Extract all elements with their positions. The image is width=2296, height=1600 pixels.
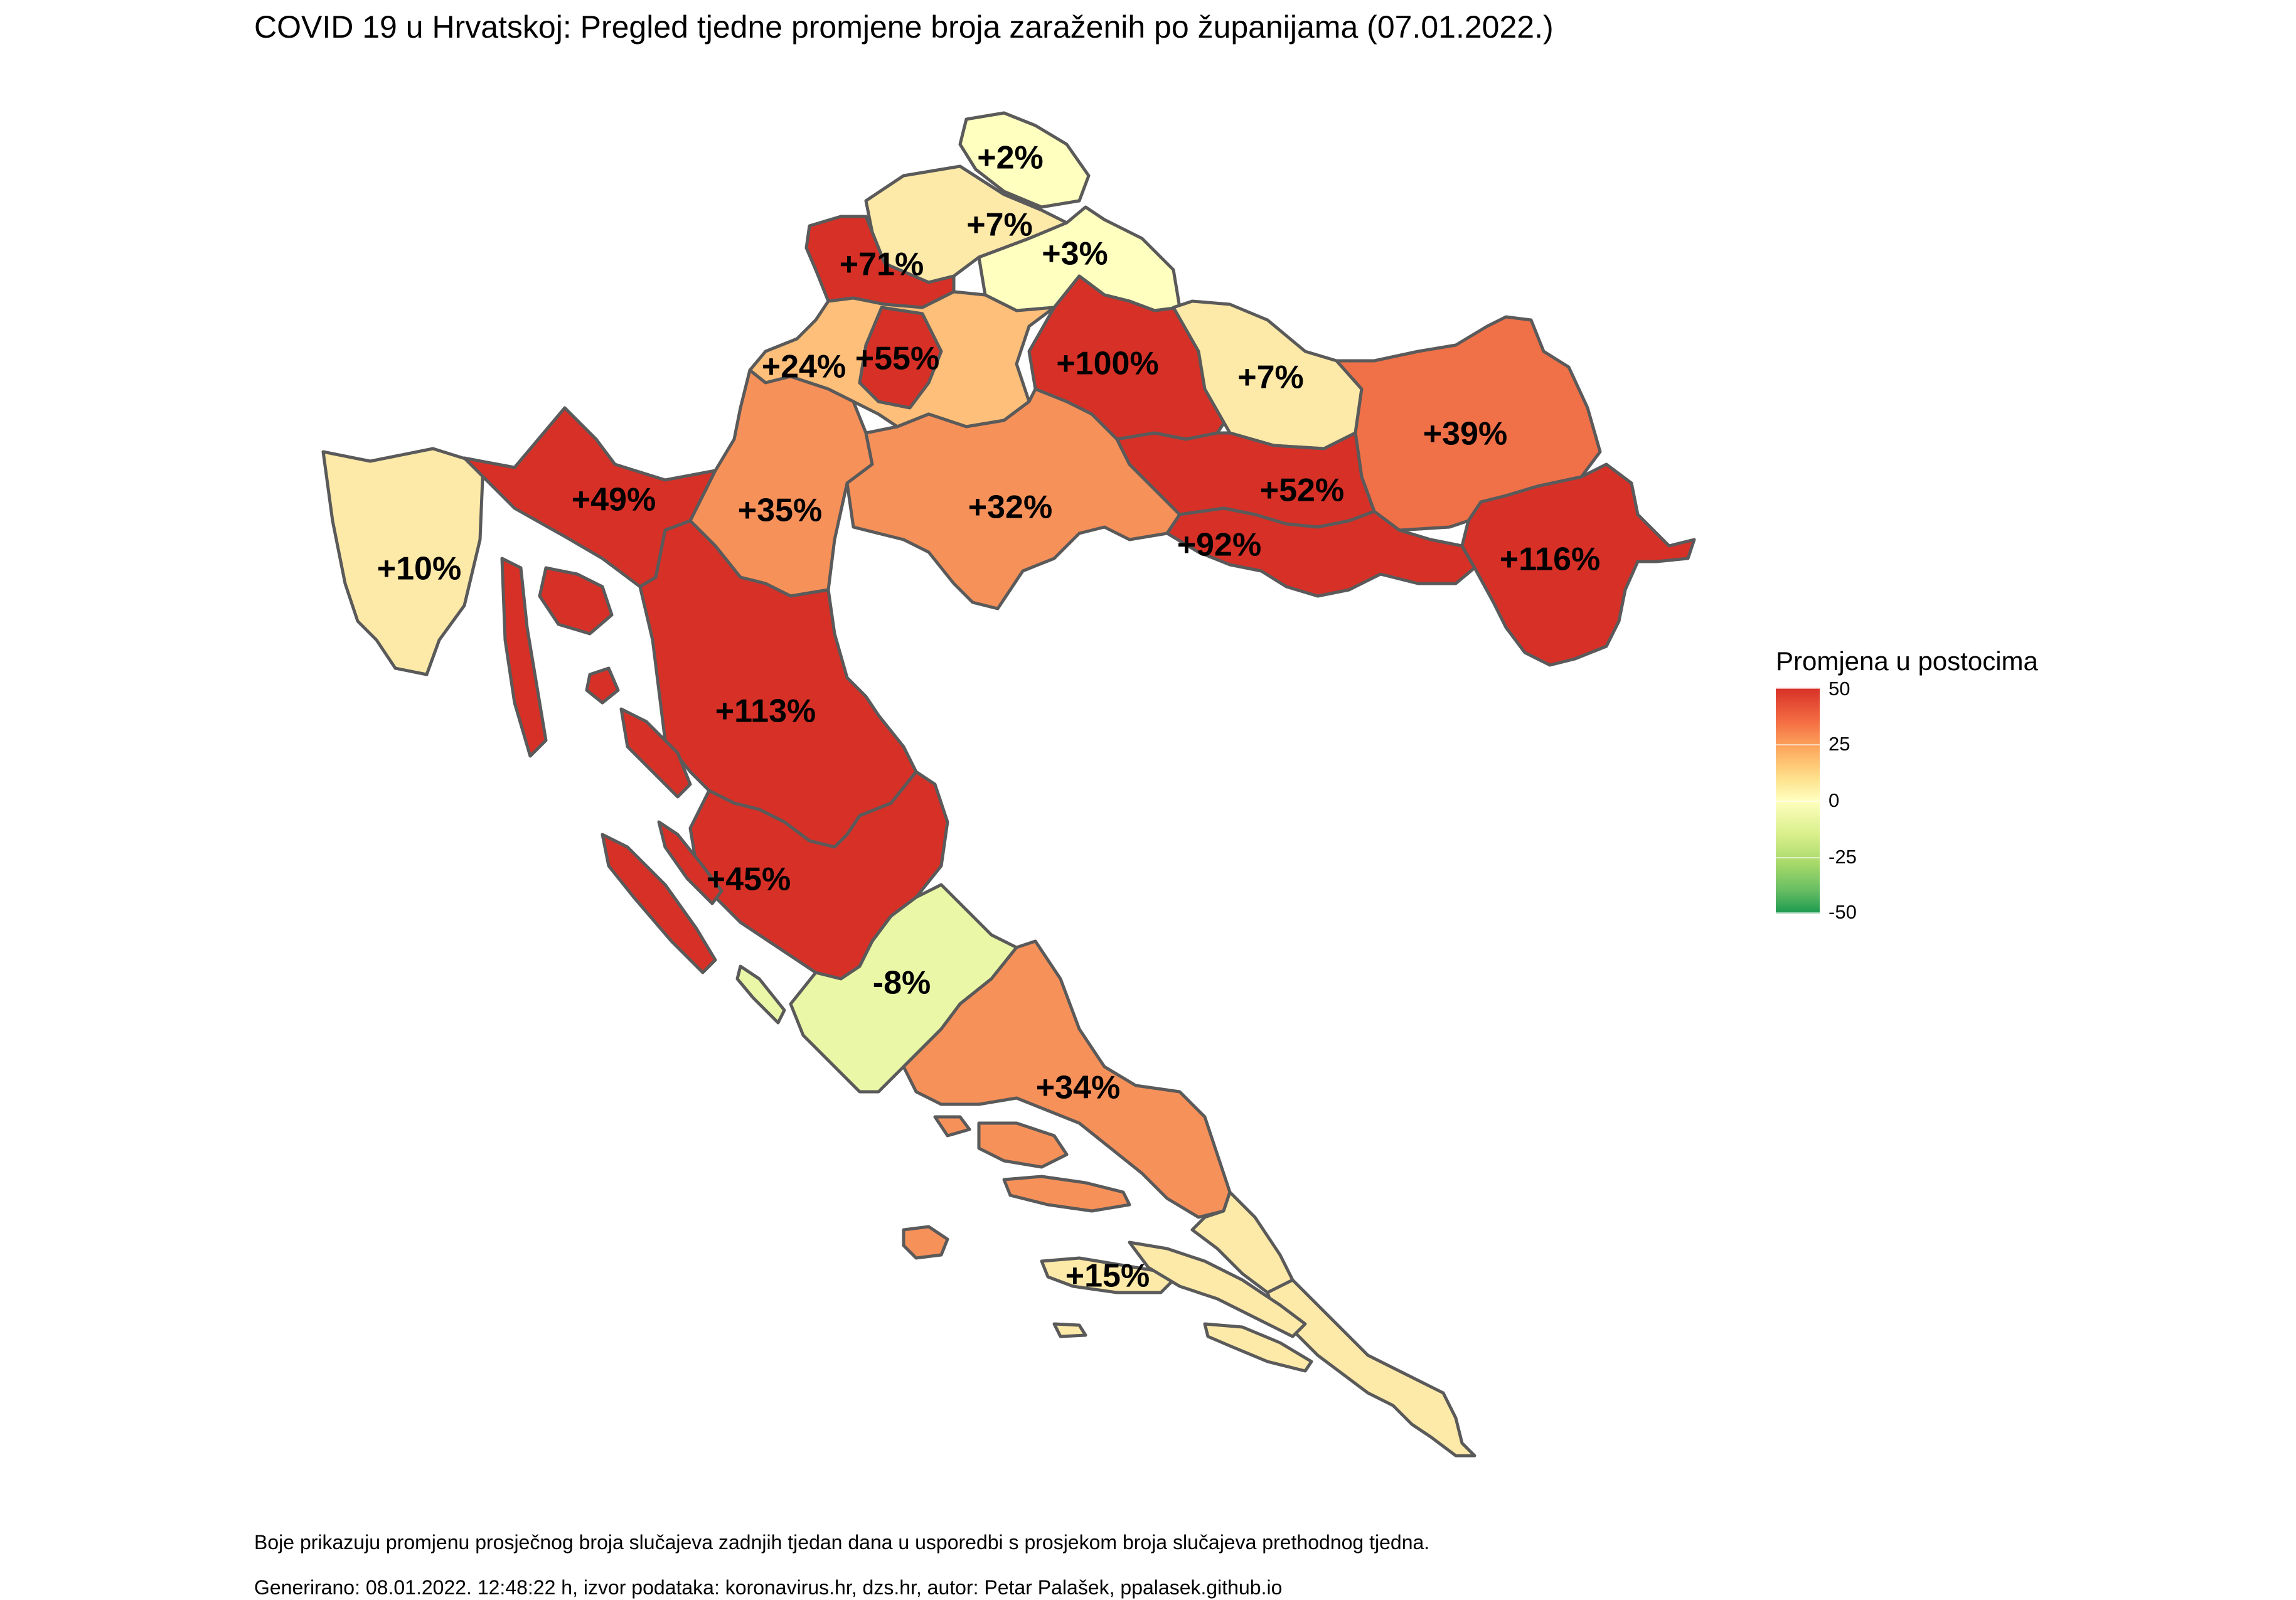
legend-tick-label: 25 <box>1829 733 1850 755</box>
legend-tick-label: 0 <box>1829 789 1840 811</box>
region-label-grad-zagreb: +55% <box>855 341 939 377</box>
region-splitsko-dalmatinska[interactable] <box>902 939 1232 1219</box>
region-label-primorsko-goranska: +49% <box>572 482 656 518</box>
region-splitsko-dalmatinska-island-solta[interactable] <box>933 1115 971 1138</box>
region-dubrovacko-neretvanska-island-peljesac[interactable] <box>1128 1240 1307 1338</box>
region-label-splitsko-dalmatinska: +34% <box>1036 1070 1120 1106</box>
map-title: COVID 19 u Hrvatskoj: Pregled tjedne pro… <box>254 9 1554 45</box>
legend-title: Promjena u postocima <box>1776 646 2038 676</box>
region-label-istarska: +10% <box>377 551 461 587</box>
legend-tick-mark <box>1776 801 1820 802</box>
region-label-varazdinska: +7% <box>966 207 1033 243</box>
region-label-medimurska: +2% <box>977 140 1044 176</box>
region-label-bjelovarsko-bilogorska: +100% <box>1056 346 1158 382</box>
region-label-brodsko-posavska: +92% <box>1177 527 1261 563</box>
region-vukovarsko-srijemska[interactable] <box>1460 462 1696 667</box>
region-label-licko-senjska: +113% <box>715 693 816 730</box>
legend-tick-label: -25 <box>1829 846 1857 868</box>
region-primorsko-goranska-island-rab[interactable] <box>585 666 620 705</box>
legend-tick-mark <box>1776 744 1820 745</box>
region-brodsko-posavska[interactable] <box>1165 506 1476 598</box>
region-label-koprivnicko-krizevacka: +3% <box>1042 236 1108 272</box>
region-grad-zagreb[interactable] <box>858 306 943 410</box>
region-sibensko-kninska-island-kornati[interactable] <box>735 964 786 1025</box>
color-legend: Promjena u postocima 50 25 0 -25 -50 <box>1776 646 2038 923</box>
region-label-karlovacka: +35% <box>738 493 822 529</box>
region-dubrovacko-neretvanska-island-mljet[interactable] <box>1203 1322 1313 1373</box>
region-label-osjecko-baranjska: +39% <box>1423 416 1507 452</box>
caption-description: Boje prikazuju promjenu prosječnog broja… <box>254 1531 1430 1554</box>
region-dubrovacko-neretvanska-coast[interactable] <box>1266 1278 1476 1458</box>
region-medimurska[interactable] <box>958 111 1091 209</box>
legend-tick-label: 50 <box>1829 678 1850 700</box>
region-splitsko-dalmatinska-island-brac[interactable] <box>977 1121 1069 1169</box>
region-zadarska-island-ugljan[interactable] <box>657 820 724 905</box>
region-splitsko-dalmatinska-island-vis[interactable] <box>902 1225 949 1260</box>
legend-tick-label: -50 <box>1829 901 1857 923</box>
region-label-zagrebacka: +24% <box>762 349 846 385</box>
region-splitsko-dalmatinska-island-hvar[interactable] <box>1002 1175 1131 1213</box>
region-label-dubrovacko-neretvanska: +15% <box>1065 1258 1150 1294</box>
region-zadarska-island-pag[interactable] <box>619 707 692 799</box>
region-label-viroviticko-podravska: +7% <box>1237 360 1304 396</box>
caption-source: Generirano: 08.01.2022. 12:48:22 h, izvo… <box>254 1576 1283 1599</box>
region-label-vukovarsko-srijemska: +116% <box>1500 541 1601 578</box>
legend-tick-mark <box>1776 688 1820 689</box>
legend-tick-mark <box>1776 857 1820 858</box>
region-primorsko-goranska-island-krk[interactable] <box>538 566 614 636</box>
legend-color-bar <box>1776 688 1820 914</box>
region-label-sibensko-kninska: -8% <box>873 965 931 1001</box>
region-zadarska[interactable] <box>688 770 949 981</box>
region-dubrovacko-neretvanska-island-korcula[interactable] <box>1040 1256 1175 1294</box>
region-label-pozesko-slavonska: +52% <box>1260 472 1344 509</box>
region-zadarska-island-dugi-otok[interactable] <box>601 833 717 974</box>
region-dubrovacko-neretvanska-island-lastovo[interactable] <box>1052 1322 1087 1338</box>
region-primorsko-goranska-island-cres[interactable] <box>500 557 548 758</box>
region-label-sisacko-moslavacka: +32% <box>968 489 1052 526</box>
region-label-krapinsko-zagorska: +71% <box>840 247 924 283</box>
legend-tick-mark <box>1776 912 1820 914</box>
region-istarska[interactable] <box>321 447 485 676</box>
region-label-zadarska: +45% <box>707 861 791 898</box>
